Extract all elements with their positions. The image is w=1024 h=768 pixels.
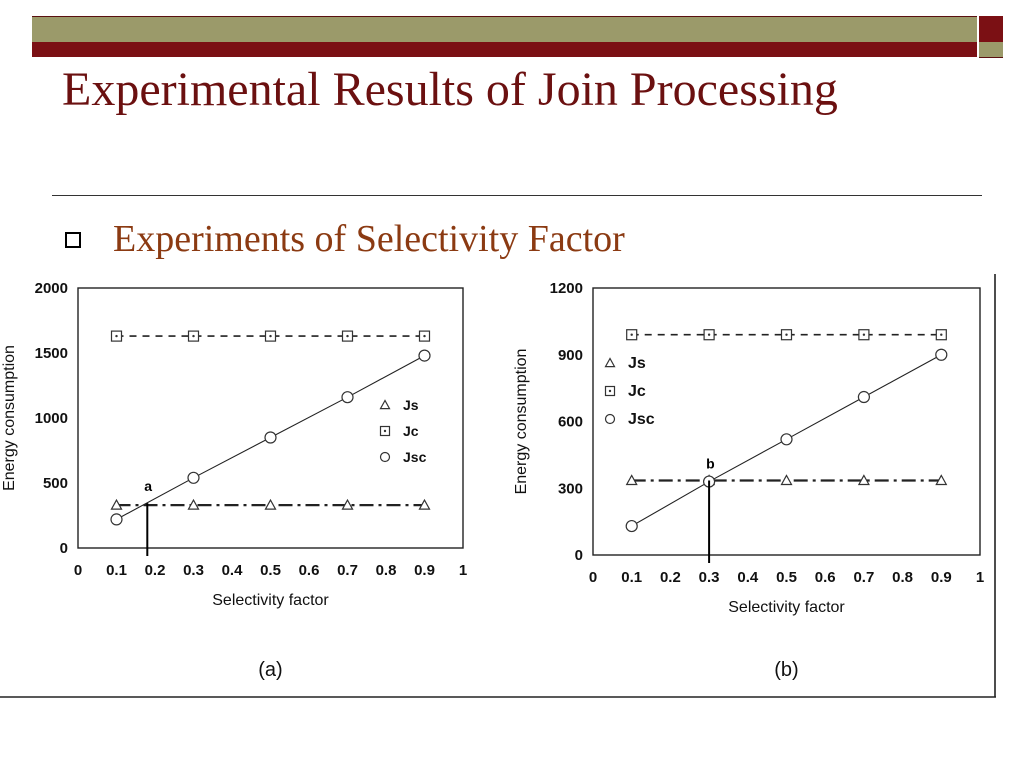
chart-b-series-js-point — [857, 474, 870, 486]
chart-a-series-jsc-point — [418, 349, 431, 362]
chart-a-series-jsc-point — [187, 471, 200, 484]
chart-b-legend-jc-icon-dot — [608, 389, 612, 393]
chart-b-legend-js-icon — [604, 357, 616, 368]
chart-a-series-jc-point-dot — [115, 334, 118, 338]
chart-b-xtick-label: 0.6 — [815, 569, 836, 586]
chart-a-series-jc-point-dot — [269, 334, 272, 338]
chart-b-series-js-point — [625, 474, 638, 486]
chart-a-xlabel: Selectivity factor — [212, 592, 329, 609]
chart-b-ytick-label: 600 — [558, 414, 583, 431]
chart-b-xtick-label: 0.7 — [853, 569, 874, 586]
chart-a-series-jc-point-dot — [192, 334, 195, 338]
chart-b-xtick-label: 0.4 — [737, 569, 759, 586]
chart-a-xtick-label: 0.3 — [183, 562, 204, 579]
chart-b-series-js-point — [780, 474, 793, 486]
chart-b-legend-js-label: Js — [628, 355, 646, 372]
chart-a-series-js-point — [264, 498, 277, 510]
chart-b-annotation-label: b — [706, 455, 715, 471]
chart-b-xtick-label: 1 — [976, 569, 984, 586]
chart-b-legend-jsc-icon — [604, 413, 616, 425]
title-divider — [52, 195, 982, 196]
chart-a-ylabel: Energy consumption — [1, 345, 18, 491]
chart-b-xtick-label: 0 — [589, 569, 597, 586]
header-bar-olive — [32, 16, 977, 43]
chart-a-legend-js-icon — [379, 399, 391, 410]
figure: 0 500 1000 1500 2000 0 0.1 0.2 0.3 0.4 0.5 0.6 0.7 0.… — [0, 268, 1024, 703]
chart-b-xtick-label: 0.2 — [660, 569, 681, 586]
chart-a-xtick-label: 0.6 — [299, 562, 320, 579]
figure-svg: 0 500 1000 1500 2000 0 0.1 0.2 0.3 0.4 0.5 0.6 0.7 0.… — [0, 274, 996, 698]
chart-a-xtick-label: 0.7 — [337, 562, 358, 579]
chart-a-ytick-label: 1000 — [35, 410, 68, 427]
chart-a-series-js-point — [341, 498, 354, 510]
chart-a-series-js-point — [187, 498, 200, 510]
chart-b-xtick-label: 0.5 — [776, 569, 797, 586]
chart-b-legend-jsc-label: Jsc — [628, 411, 655, 428]
chart-a-panel-label: (a) — [258, 659, 282, 681]
chart-b-xtick-label: 0.9 — [931, 569, 952, 586]
chart-b-series-jsc-point — [625, 519, 638, 533]
chart-b-series-jsc-point — [935, 348, 948, 361]
chart-a-series-jsc-point — [110, 513, 123, 526]
chart-a-ytick-label: 500 — [43, 475, 68, 492]
chart-a-series-jc-point-dot — [346, 334, 349, 338]
chart-a-ytick-label: 0 — [60, 540, 68, 557]
chart-a-legend-jsc-label: Jsc — [403, 449, 427, 465]
chart-b-xtick-label: 0.8 — [892, 569, 913, 586]
chart-b-frame — [592, 287, 981, 556]
chart-a-frame — [77, 287, 464, 549]
chart-a-ytick-label: 2000 — [35, 280, 68, 297]
chart-b-series-jc-point-dot — [940, 333, 943, 336]
chart-b-ylabel: Energy consumption — [513, 349, 530, 495]
chart-b-ytick-label: 0 — [575, 547, 583, 564]
chart-a-legend-jsc-icon — [379, 451, 391, 463]
chart-b-series-jc-point-dot — [630, 333, 633, 336]
header-square-olive — [979, 42, 1003, 58]
chart-b-series-jsc-point — [780, 433, 793, 446]
chart-a-series-js-point — [110, 498, 123, 510]
chart-a-xtick-label: 0.8 — [376, 562, 397, 579]
chart-b-series-jsc-point — [857, 390, 871, 404]
chart-b-ytick-label: 900 — [558, 347, 583, 364]
chart-a-series-jsc-point — [341, 391, 354, 404]
chart-a-legend-jc-label: Jc — [403, 423, 419, 439]
chart-a-xtick-label: 0.9 — [414, 562, 435, 579]
chart-a-legend-jc-icon-dot — [383, 429, 387, 433]
chart-a-ytick-label: 1500 — [35, 345, 68, 362]
chart-a-annotation-label: a — [144, 478, 152, 494]
chart-b-series-jc-point-dot — [862, 333, 866, 336]
chart-b-series-jc-point-dot — [785, 333, 788, 336]
chart-a-xtick-label: 0.5 — [260, 562, 281, 579]
chart-b-legend-jc-label: Jc — [628, 383, 646, 400]
chart-b-ytick-label: 1200 — [550, 280, 583, 297]
chart-a-series-jsc-point — [264, 431, 277, 444]
chart-a-legend-js-label: Js — [403, 397, 419, 413]
chart-a-xtick-label: 0.2 — [145, 562, 166, 579]
header-bar-maroon — [32, 42, 977, 57]
chart-a-series-jc-point-dot — [423, 334, 426, 338]
chart-b-series-js-point — [935, 474, 948, 486]
chart-a-xtick-label: 1 — [459, 562, 467, 579]
chart-b-xtick-label: 0.1 — [621, 569, 642, 586]
chart-a-xtick-label: 0 — [74, 562, 82, 579]
bullet-text: Experiments of Selectivity Factor — [113, 218, 625, 260]
chart-a-series-js-point — [418, 498, 431, 510]
chart-b-xtick-label: 0.3 — [699, 569, 720, 586]
chart-b-ytick-label: 300 — [558, 480, 583, 497]
chart-a-xtick-label: 0.4 — [222, 562, 244, 579]
chart-a-xtick-label: 0.1 — [106, 562, 127, 579]
chart-b-panel-label: (b) — [774, 659, 798, 681]
chart-b-xlabel: Selectivity factor — [728, 599, 845, 616]
slide-title: Experimental Results of Join Processing — [62, 63, 838, 116]
chart-b-series-jc-point-dot — [707, 333, 711, 336]
bullet-square-icon — [65, 232, 81, 248]
header-square-maroon — [979, 16, 1003, 42]
